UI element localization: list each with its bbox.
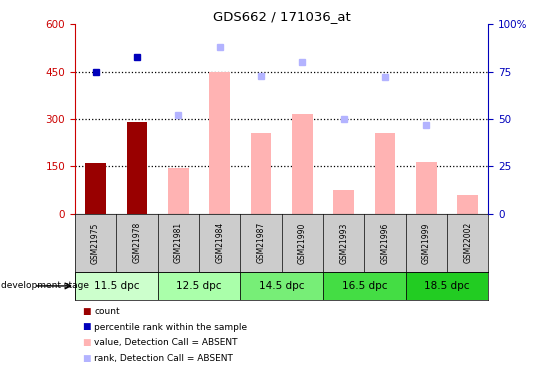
Bar: [251, 133, 271, 214]
Bar: [75, 272, 158, 300]
Text: GSM21981: GSM21981: [174, 222, 183, 263]
Title: GDS662 / 171036_at: GDS662 / 171036_at: [213, 10, 351, 23]
Text: 12.5 dpc: 12.5 dpc: [176, 281, 221, 291]
Text: GSM21978: GSM21978: [133, 222, 142, 263]
Text: GSM21987: GSM21987: [256, 222, 265, 263]
Bar: [416, 162, 437, 214]
Bar: [158, 272, 240, 300]
Text: 11.5 dpc: 11.5 dpc: [94, 281, 139, 291]
Text: ■: ■: [82, 322, 90, 332]
Bar: [406, 272, 488, 300]
Bar: [334, 190, 354, 214]
Text: GSM21993: GSM21993: [339, 222, 348, 264]
Bar: [85, 163, 106, 214]
Text: GSM22002: GSM22002: [463, 222, 472, 263]
Text: GSM21999: GSM21999: [422, 222, 431, 264]
Text: GSM21975: GSM21975: [91, 222, 100, 264]
Text: 14.5 dpc: 14.5 dpc: [259, 281, 304, 291]
Bar: [209, 72, 230, 214]
Text: GSM21984: GSM21984: [215, 222, 224, 263]
Text: GSM21996: GSM21996: [381, 222, 390, 264]
Bar: [457, 195, 478, 214]
Text: ■: ■: [82, 307, 90, 316]
Text: count: count: [94, 307, 120, 316]
Text: 18.5 dpc: 18.5 dpc: [425, 281, 470, 291]
Text: development stage: development stage: [1, 281, 89, 290]
Bar: [323, 272, 406, 300]
Bar: [292, 114, 312, 214]
Text: value, Detection Call = ABSENT: value, Detection Call = ABSENT: [94, 338, 238, 347]
Text: ■: ■: [82, 354, 90, 363]
Text: percentile rank within the sample: percentile rank within the sample: [94, 322, 248, 332]
Text: 16.5 dpc: 16.5 dpc: [342, 281, 387, 291]
Bar: [240, 272, 323, 300]
Bar: [127, 122, 147, 214]
Bar: [375, 133, 395, 214]
Text: GSM21990: GSM21990: [298, 222, 307, 264]
Text: ■: ■: [82, 338, 90, 347]
Text: rank, Detection Call = ABSENT: rank, Detection Call = ABSENT: [94, 354, 233, 363]
Bar: [168, 168, 189, 214]
